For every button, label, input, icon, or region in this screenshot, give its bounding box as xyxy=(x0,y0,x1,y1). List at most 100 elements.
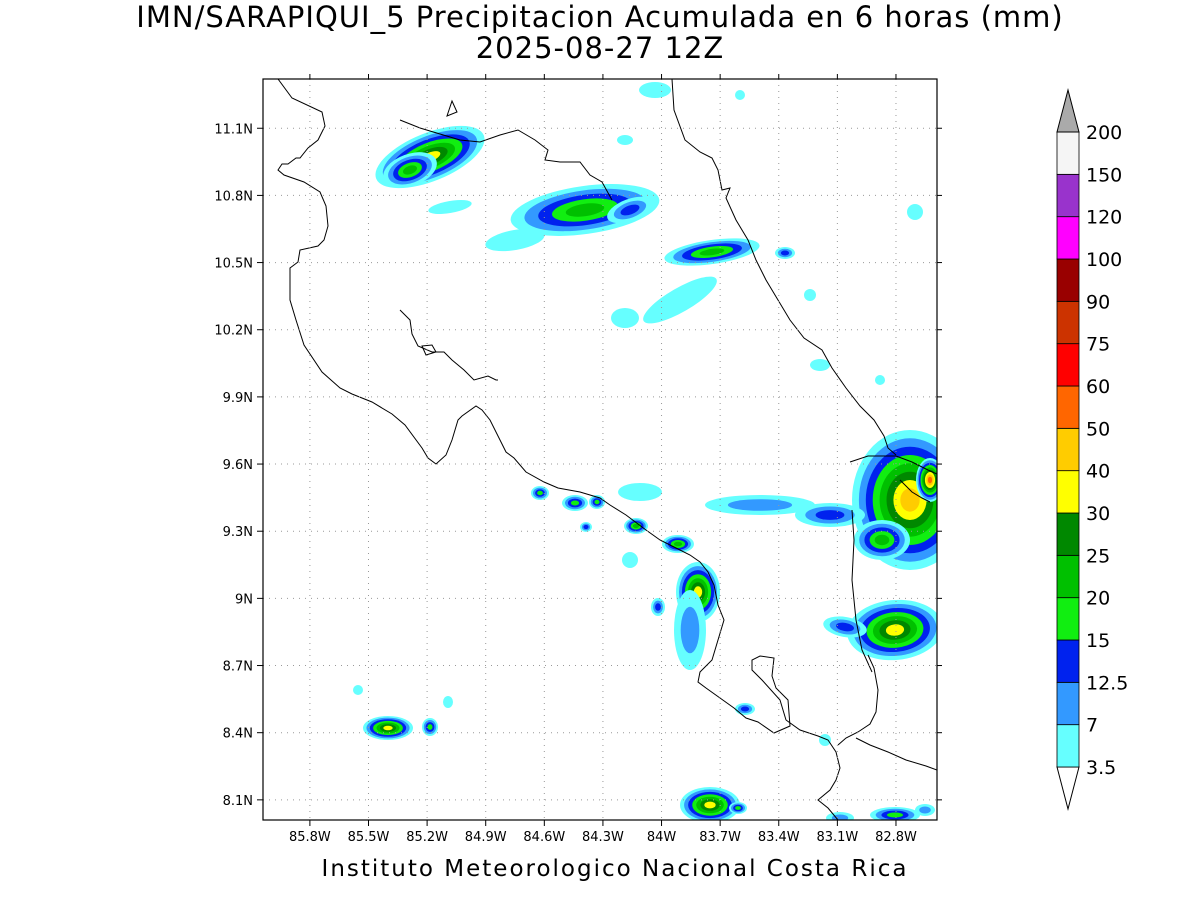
rain-cell xyxy=(580,522,592,532)
coastline-path xyxy=(851,509,873,673)
chart-subtitle-date: 2025-08-27 12Z xyxy=(475,31,725,65)
rain-cell xyxy=(674,590,706,670)
rain-cell xyxy=(622,552,638,568)
rain-cell xyxy=(664,238,760,266)
colorbar-swatch xyxy=(1056,512,1080,556)
coastline-path xyxy=(277,79,841,820)
rain-cell xyxy=(643,276,717,324)
coastline-layer xyxy=(277,79,937,820)
lon-tick-label: 85.2W xyxy=(406,830,448,845)
colorbar-swatch xyxy=(1056,258,1080,302)
lat-tick-label: 9.3N xyxy=(223,525,253,540)
colorbar-level-label: 200 xyxy=(1086,122,1122,144)
latitude-ticks: 8.1N 8.4N 8.7N 9N 9.3N 9.6N 9.9N 10.2N 10.5N 10.8… xyxy=(214,122,942,809)
lat-tick-label: 10.8N xyxy=(214,189,253,204)
rain-cell xyxy=(916,458,937,502)
colorbar-swatch xyxy=(1056,385,1080,429)
lon-tick-label: 82.8W xyxy=(875,830,917,845)
lat-tick-label: 8.1N xyxy=(223,794,253,809)
rain-cell xyxy=(819,734,831,746)
coastline-path xyxy=(421,344,437,356)
rain-cell xyxy=(624,518,648,534)
colorbar-level-label: 25 xyxy=(1086,545,1110,567)
rain-cell xyxy=(810,359,830,371)
colorbar-level-label: 7 xyxy=(1086,715,1098,737)
rain-cell xyxy=(363,716,413,740)
rain-cell xyxy=(485,228,545,252)
rain-cell xyxy=(639,82,671,98)
rain-cell xyxy=(662,535,694,553)
lon-tick-label: 84W xyxy=(647,830,677,845)
rain-cell xyxy=(651,598,665,616)
colorbar-level-label: 40 xyxy=(1086,461,1110,483)
footer-credit: Instituto Meteorologico Nacional Costa R… xyxy=(321,856,909,882)
rain-cell xyxy=(611,308,639,328)
lon-tick-label: 83.4W xyxy=(758,830,800,845)
lat-tick-label: 9.6N xyxy=(223,458,253,473)
colorbar-swatch xyxy=(1056,300,1080,345)
rain-cell xyxy=(870,807,920,820)
colorbar-swatch xyxy=(1056,216,1080,260)
rain-cell xyxy=(915,804,935,816)
lon-tick-label: 85.5W xyxy=(348,830,390,845)
rain-cell xyxy=(729,802,747,814)
rain-cell xyxy=(735,703,755,715)
colorbar-level-label: 60 xyxy=(1086,376,1110,398)
lon-tick-label: 83.7W xyxy=(699,830,741,845)
coastline-path xyxy=(671,79,897,456)
colorbar-level-label: 15 xyxy=(1086,630,1110,652)
rain-cell xyxy=(854,520,910,560)
lon-tick-label: 84.6W xyxy=(523,830,565,845)
rain-cell xyxy=(428,199,472,215)
rain-cell xyxy=(383,152,437,188)
colorbar-swatch xyxy=(1056,597,1080,641)
colorbar-swatch xyxy=(1056,639,1080,683)
rain-cell xyxy=(353,685,363,695)
chart-title: IMN/SARAPIQUI_5 Precipitacion Acumulada … xyxy=(136,0,1064,34)
rain-cell xyxy=(907,204,923,220)
colorbar-swatch xyxy=(1056,681,1080,726)
rain-cell xyxy=(562,495,588,511)
colorbar-swatch xyxy=(1056,427,1080,472)
longitude-ticks: 85.8W 85.5W 85.2W 84.9W 84.6W 84.3W 84W 83.7W 83… xyxy=(289,74,917,845)
colorbar-level-label: 20 xyxy=(1086,588,1110,610)
lat-tick-label: 10.2N xyxy=(214,324,253,339)
lon-tick-label: 83.1W xyxy=(816,830,858,845)
coastline-path xyxy=(849,455,937,475)
rain-cell xyxy=(847,599,937,661)
rain-cell xyxy=(775,247,795,259)
rain-cell xyxy=(826,812,854,820)
rain-cell xyxy=(618,483,662,501)
colorbar-level-label: 100 xyxy=(1086,249,1122,271)
rain-cell xyxy=(705,495,815,515)
colorbar-level-label: 90 xyxy=(1086,291,1110,313)
rain-cell xyxy=(795,503,865,527)
colorbar-swatch xyxy=(1056,173,1080,218)
map-frame xyxy=(262,78,938,821)
colorbar-swatch xyxy=(1056,554,1080,599)
coastline-path xyxy=(855,737,937,771)
colorbar-level-label: 75 xyxy=(1086,334,1110,356)
colorbar-swatch xyxy=(1056,724,1080,768)
lat-tick-label: 11.1N xyxy=(214,122,253,137)
colorbar: 3.5 7 12.5 15 20 25 30 40 50 60 75 90 100 120 150 200 xyxy=(1056,88,1128,811)
grid-layer xyxy=(263,79,937,820)
coastline-path xyxy=(399,119,613,201)
rain-cell xyxy=(875,375,885,385)
rain-cell xyxy=(680,787,740,820)
colorbar-level-label: 3.5 xyxy=(1086,757,1116,779)
coastline-path xyxy=(837,654,879,746)
rain-cell xyxy=(531,486,549,500)
rain-cell xyxy=(607,196,653,224)
rain-cell xyxy=(422,718,438,736)
colorbar-underflow-triangle xyxy=(1056,766,1080,811)
colorbar-level-label: 30 xyxy=(1086,503,1110,525)
colorbar-overflow-triangle xyxy=(1056,88,1080,133)
lon-tick-label: 85.8W xyxy=(289,830,331,845)
lat-tick-label: 8.4N xyxy=(223,727,253,742)
colorbar-swatch xyxy=(1056,131,1080,175)
coastline-path xyxy=(446,99,458,117)
colorbar-swatch xyxy=(1056,343,1080,387)
colorbar-level-label: 150 xyxy=(1086,164,1122,186)
